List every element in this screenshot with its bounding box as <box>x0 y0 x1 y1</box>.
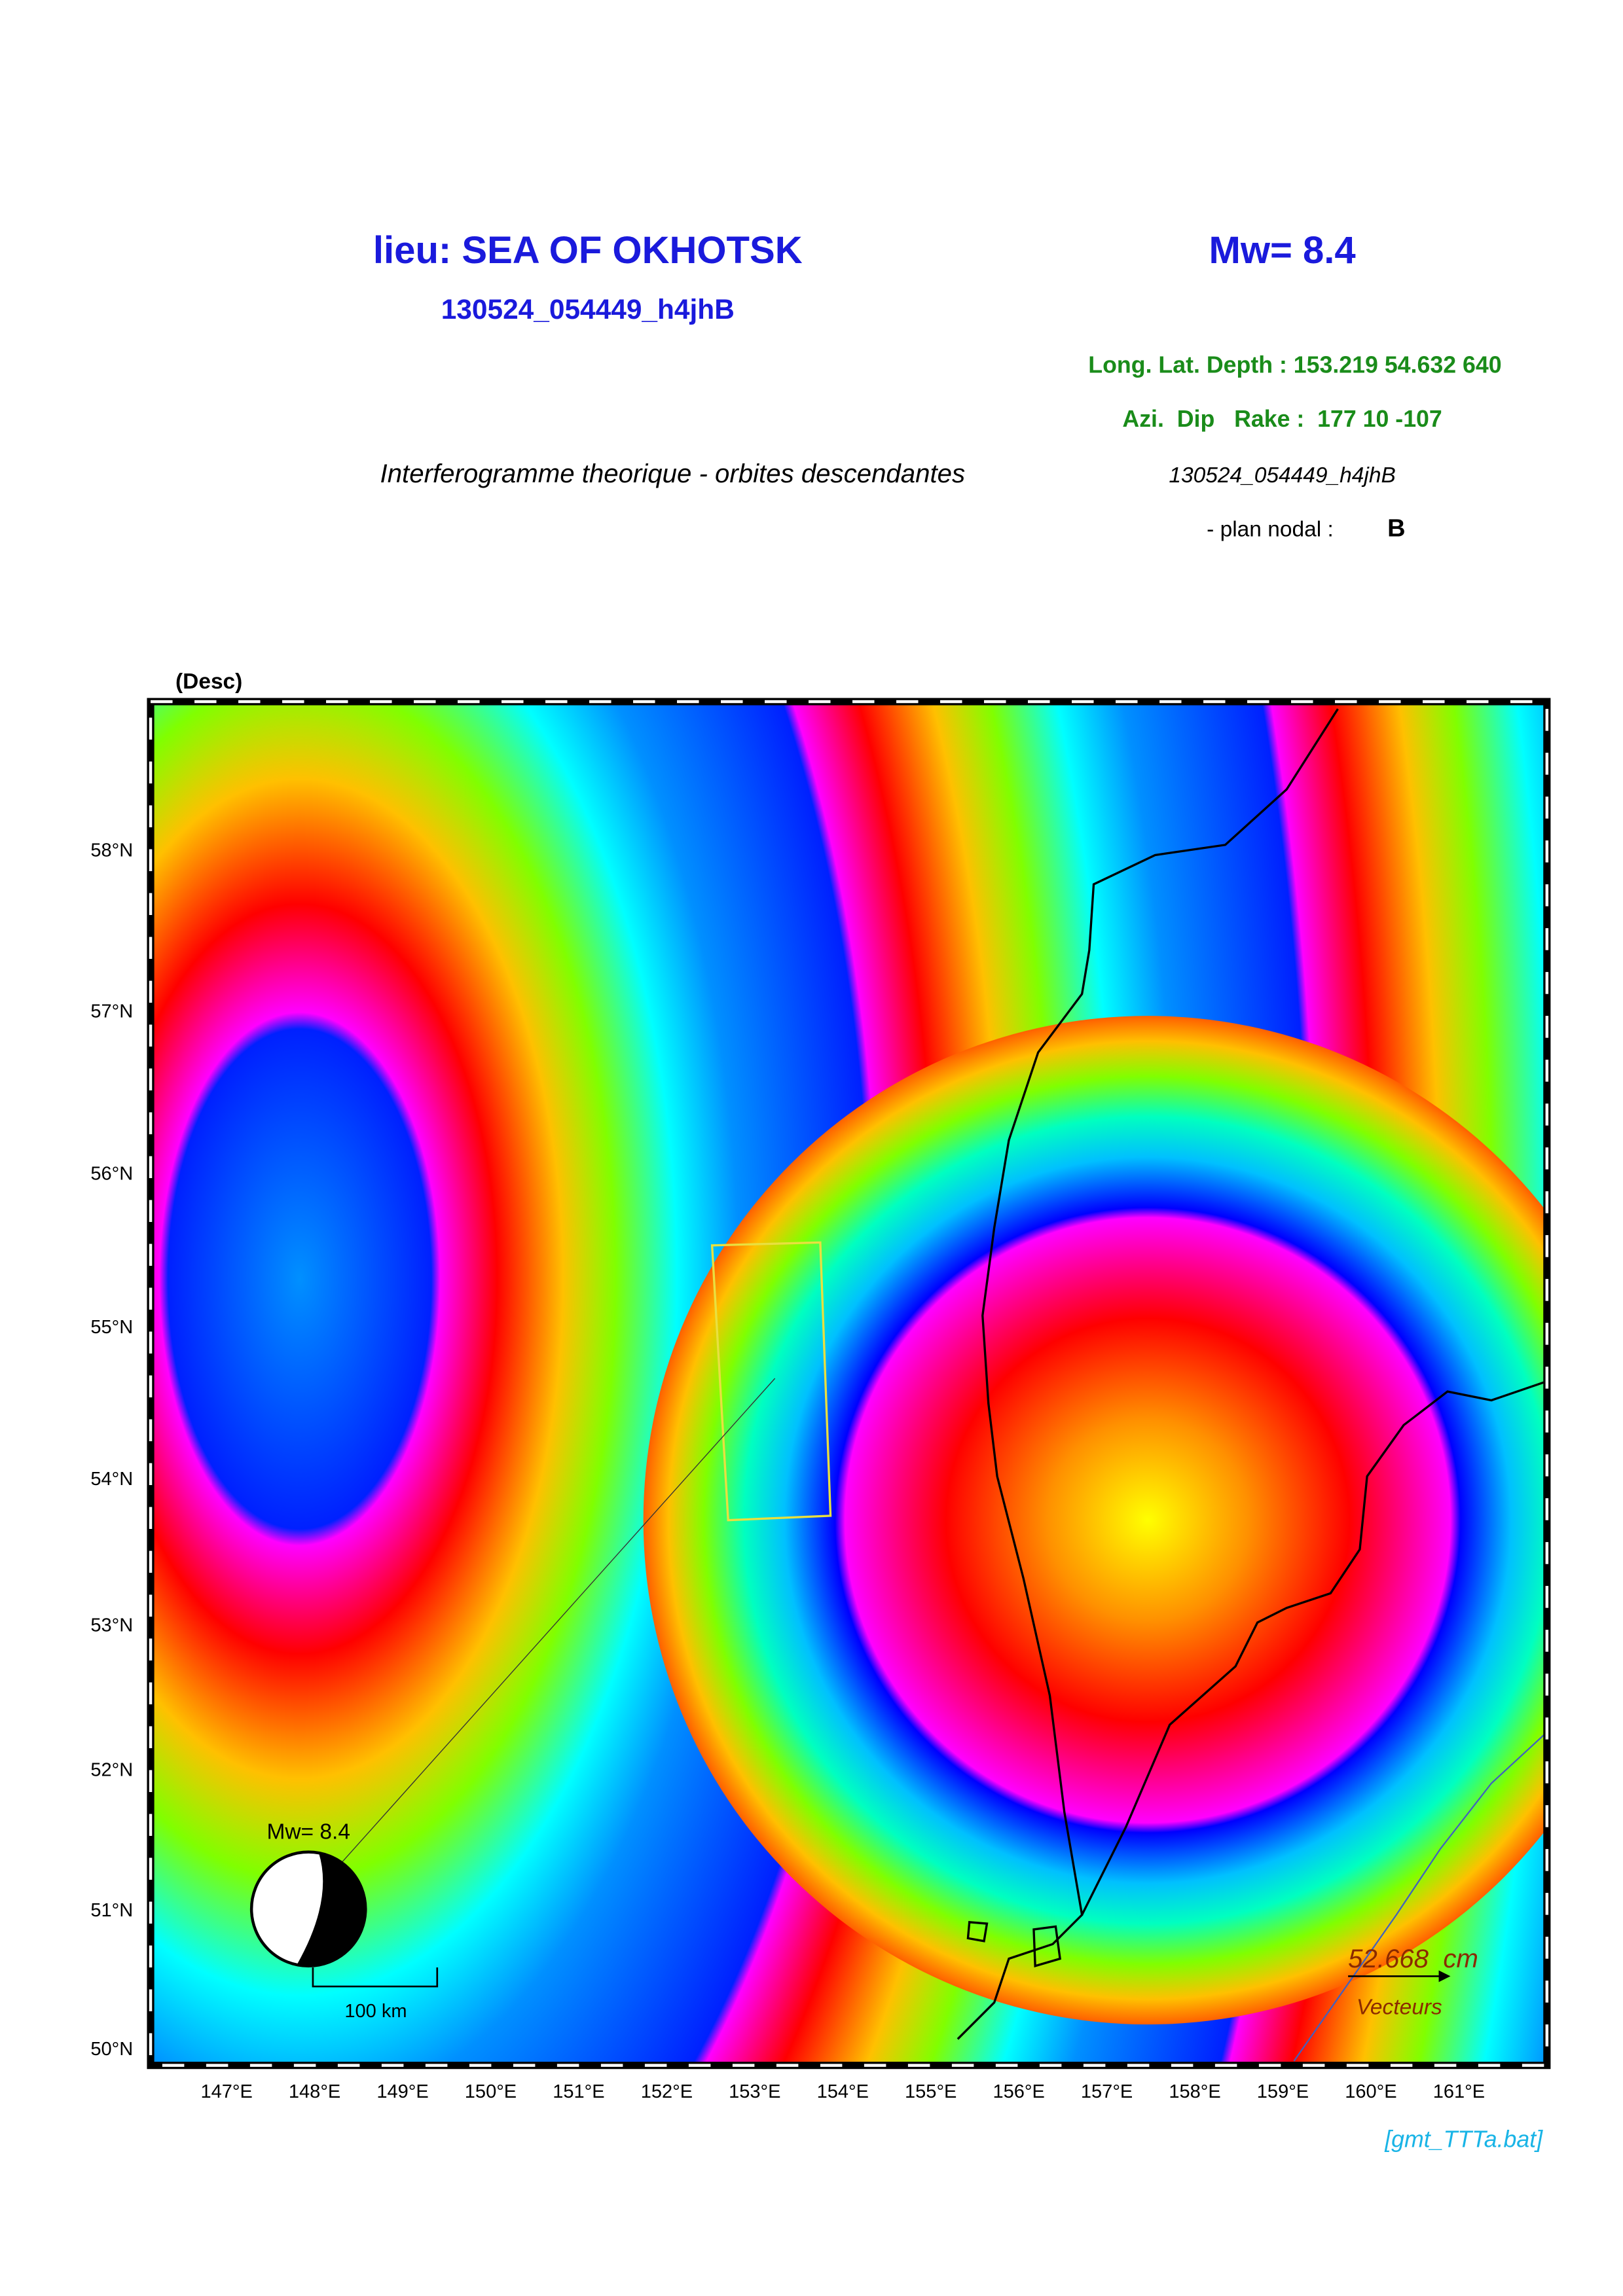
scale-label: 100 km <box>344 2001 407 2022</box>
location-params: Long. Lat. Depth : 153.219 54.632 640 <box>1088 351 1501 378</box>
lon-label: 149°E <box>376 2081 428 2102</box>
axes: 50°N 51°N 52°N 53°N 54°N 55°N 56°N 57°N 58°N 147°… <box>90 840 1485 2102</box>
beachball <box>249 1850 367 1968</box>
map-frame-ticks <box>149 700 1549 2067</box>
lon-label: 153°E <box>729 2081 780 2102</box>
lat-label: 54°N <box>90 1469 133 1490</box>
lon-label: 148°E <box>289 2081 340 2102</box>
lon-label: 160°E <box>1345 2081 1396 2102</box>
event-id: 130524_054449_h4jhB <box>441 294 735 325</box>
coastline <box>957 708 1547 2040</box>
magnitude-title: Mw= 8.4 <box>1209 229 1355 272</box>
script-name: [gmt_TTTa.bat] <box>1384 2126 1543 2153</box>
mechanism-params: Azi. Dip Rake : 177 10 -107 <box>1122 406 1442 432</box>
lat-label: 52°N <box>90 1759 133 1780</box>
interferogram <box>151 701 1547 2066</box>
lon-label: 155°E <box>905 2081 957 2102</box>
lat-label: 50°N <box>90 2039 133 2060</box>
lon-label: 161°E <box>1433 2081 1485 2102</box>
trench <box>1293 1731 1547 2062</box>
beachball-label: Mw= 8.4 <box>266 1820 350 1844</box>
lon-label: 157°E <box>1081 2081 1133 2102</box>
lon-label: 154°E <box>817 2081 869 2102</box>
lat-label: 55°N <box>90 1317 133 1338</box>
vector-label: Vecteurs <box>1357 1995 1442 2019</box>
lon-label: 159°E <box>1257 2081 1309 2102</box>
fault-plane <box>710 1241 832 1522</box>
lat-label: 57°N <box>90 1001 133 1022</box>
lat-label: 51°N <box>90 1900 133 1921</box>
location-title: lieu: SEA OF OKHOTSK <box>373 229 803 272</box>
nodal-plane: B <box>1387 515 1405 543</box>
description: Interferogramme theorique - orbites desc… <box>380 459 966 488</box>
lat-label: 58°N <box>90 840 133 861</box>
epicenter-link <box>340 1378 776 1864</box>
lon-label: 156°E <box>993 2081 1044 2102</box>
nodal-plane-label: - plan nodal : <box>1207 518 1334 542</box>
vector-arrowhead <box>1438 1970 1451 1982</box>
lon-label: 151°E <box>553 2081 604 2102</box>
figure-content: lieu: SEA OF OKHOTSK Mw= 8.4 130524_0544… <box>90 229 1551 2153</box>
orbit-label: (Desc) <box>175 670 242 694</box>
lat-label: 56°N <box>90 1163 133 1184</box>
lon-label: 158°E <box>1169 2081 1220 2102</box>
lat-label: 53°N <box>90 1615 133 1636</box>
fringes-east <box>643 1016 1547 2024</box>
event-id-secondary: 130524_054449_h4jhB <box>1169 463 1395 488</box>
lon-label: 150°E <box>465 2081 517 2102</box>
lon-label: 147°E <box>200 2081 252 2102</box>
vector-value: 52.668 cm <box>1348 1944 1478 1973</box>
lon-label: 152°E <box>641 2081 693 2102</box>
scale-bar <box>312 1967 439 1988</box>
